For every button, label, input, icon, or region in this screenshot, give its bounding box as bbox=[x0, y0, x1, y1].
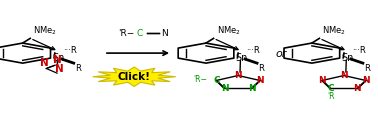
Text: N: N bbox=[340, 71, 348, 80]
Text: 'R: 'R bbox=[327, 92, 335, 101]
Text: Sn: Sn bbox=[342, 53, 354, 63]
Polygon shape bbox=[93, 67, 176, 86]
Text: ···R: ···R bbox=[246, 46, 260, 55]
Text: C: C bbox=[213, 76, 220, 85]
Text: N: N bbox=[353, 84, 361, 93]
Text: N: N bbox=[319, 76, 326, 85]
Text: N: N bbox=[248, 84, 255, 93]
Text: NMe$_2$: NMe$_2$ bbox=[322, 25, 346, 37]
Text: Sn: Sn bbox=[236, 53, 248, 63]
Text: R: R bbox=[364, 64, 370, 73]
Text: NMe$_2$: NMe$_2$ bbox=[217, 25, 240, 37]
Text: N: N bbox=[221, 84, 229, 93]
Text: R: R bbox=[258, 64, 264, 73]
Text: N: N bbox=[234, 71, 242, 80]
Text: N: N bbox=[256, 76, 263, 85]
Text: 'R−: 'R− bbox=[193, 75, 207, 84]
Text: Sn: Sn bbox=[53, 53, 65, 63]
Text: or: or bbox=[276, 49, 287, 59]
Text: N: N bbox=[362, 76, 369, 85]
Text: ···R: ···R bbox=[63, 46, 77, 55]
Text: N: N bbox=[161, 29, 167, 38]
Text: C: C bbox=[327, 84, 334, 93]
Text: N: N bbox=[55, 64, 64, 74]
Text: 'R−: 'R− bbox=[118, 29, 134, 38]
Text: ···R: ···R bbox=[352, 46, 366, 55]
Text: NMe$_2$: NMe$_2$ bbox=[33, 25, 57, 37]
Text: N: N bbox=[53, 55, 62, 65]
Text: C: C bbox=[136, 29, 143, 38]
Text: Click!: Click! bbox=[118, 72, 151, 82]
Text: R: R bbox=[75, 64, 81, 73]
Text: N: N bbox=[40, 58, 49, 68]
